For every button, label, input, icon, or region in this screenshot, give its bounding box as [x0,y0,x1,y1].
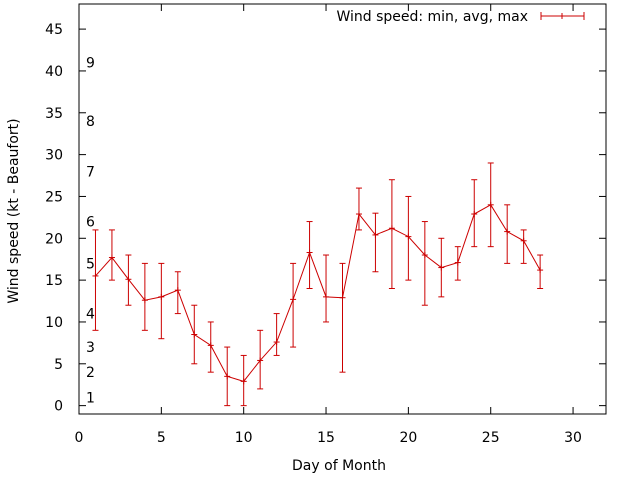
beaufort-label: 3 [86,340,95,356]
beaufort-label: 1 [86,390,95,406]
x-tick-label: 30 [564,430,582,446]
x-tick-label: 25 [482,430,500,446]
legend-label: Wind speed: min, avg, max [336,9,528,25]
error-bars [92,162,544,407]
x-tick-label: 5 [157,430,166,446]
beaufort-scale-labels: 1 2 3 4 5 6 7 8 9 [86,56,95,407]
y-tick-label: 5 [54,357,63,373]
avg-series-line [95,204,541,382]
x-tick-label: 15 [317,430,335,446]
y-tick-label: 45 [45,22,63,38]
axis-ticks [78,4,606,414]
legend: Wind speed: min, avg, max [336,9,585,25]
x-tick-label: 10 [235,430,253,446]
beaufort-label: 9 [86,56,95,72]
y-tick-label: 40 [45,64,63,80]
beaufort-label: 7 [86,164,95,180]
y-tick-label: 15 [45,273,63,289]
series-layer [92,201,544,385]
y-tick-label: 25 [45,189,63,205]
beaufort-label: 2 [86,365,95,381]
beaufort-label: 8 [86,114,95,130]
beaufort-label: 6 [86,215,95,231]
beaufort-label: 5 [86,256,95,272]
y-tick-label: 0 [54,399,63,415]
y-tick-label: 20 [45,231,63,247]
x-axis-label: Day of Month [292,458,386,474]
x-tick-label: 0 [75,430,84,446]
y-tick-label: 10 [45,315,63,331]
x-tick-label: 20 [399,430,417,446]
y-tick-label: 30 [45,148,63,164]
y-axis-label: Wind speed (kt - Beaufort) [6,118,22,303]
plot-frame [78,3,607,415]
beaufort-label: 4 [86,307,95,323]
y-tick-label: 35 [45,106,63,122]
